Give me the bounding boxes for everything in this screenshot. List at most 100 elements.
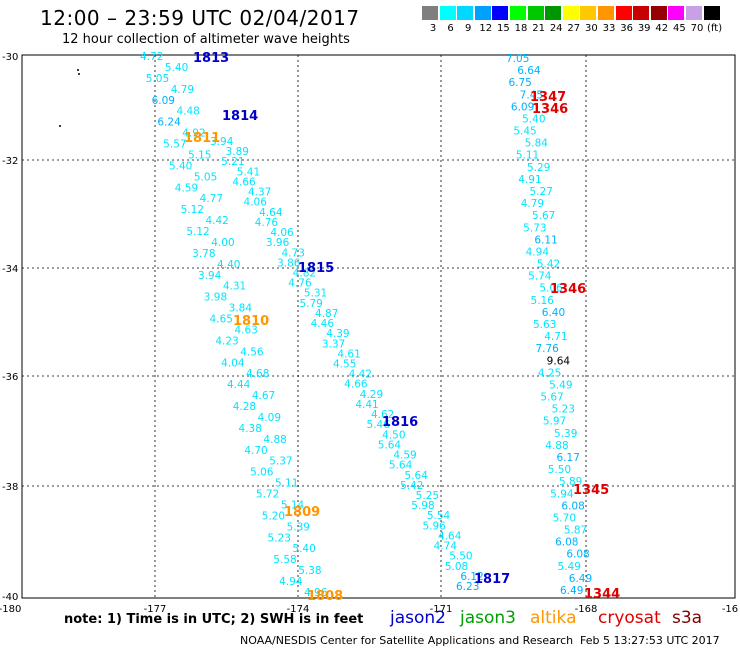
wave-height-value: 4.42: [205, 215, 228, 227]
wave-height-value: 5.42: [537, 259, 560, 271]
wave-height-value: 5.98: [411, 500, 434, 512]
island-marker: [77, 69, 79, 71]
wave-height-value: 4.79: [171, 84, 194, 96]
wave-height-value: 4.31: [223, 281, 246, 293]
scale-label: 12: [479, 23, 493, 34]
wave-height-value: 5.96: [422, 520, 446, 532]
longitude-tick-label: -168: [575, 604, 598, 615]
wave-height-value: 5.27: [530, 186, 553, 198]
wave-height-value: 6.08: [561, 500, 584, 512]
scale-swatch: [668, 6, 685, 20]
wave-height-value: 5.05: [146, 73, 169, 85]
map-title: 12:00 – 23:59 UTC 02/04/2017: [40, 6, 360, 30]
map-frame: [21, 54, 736, 599]
wave-height-value: 5.67: [540, 392, 563, 404]
wave-height-value: 6.49: [569, 573, 592, 585]
wave-height-value: 4.44: [227, 379, 251, 391]
wave-height-value: 4.50: [382, 429, 405, 441]
wave-height-value: 4.68: [246, 368, 269, 380]
wave-height-value: 5.12: [186, 226, 209, 238]
wave-height-value: 5.42: [400, 480, 423, 492]
wave-height-value: 5.38: [298, 565, 321, 577]
wave-height-value: 5.20: [262, 510, 285, 522]
scale-label: 27: [567, 23, 581, 34]
wave-height-value: 5.94: [550, 488, 574, 500]
wave-height-value: 6.49: [560, 585, 583, 597]
latitude-tick-label: -30: [2, 52, 18, 63]
wave-height-value: 6.08: [566, 549, 589, 561]
wave-height-value: 4.59: [393, 450, 416, 462]
wave-height-value: 4.77: [200, 193, 223, 205]
wave-height-value: 4.88: [545, 440, 568, 452]
wave-height-value: 6.11: [534, 234, 557, 246]
wave-height-value: 7.76: [535, 343, 559, 355]
scale-swatch: [633, 6, 650, 20]
pass-number-label: 1810: [233, 314, 269, 329]
wave-height-value: 4.42: [349, 369, 372, 381]
pass-number-label: 1347: [530, 90, 566, 105]
scale-label: 6: [447, 23, 454, 34]
wave-height-value: 5.14: [281, 499, 305, 511]
wave-height-value: 4.74: [434, 541, 458, 553]
scale-swatch: [580, 6, 597, 20]
wave-height-value: 5.41: [237, 166, 260, 178]
wave-height-value: 4.55: [333, 359, 356, 371]
footer-note: note: 1) Time is in UTC; 2) SWH is in fe…: [64, 612, 364, 627]
wave-height-value: 4.76: [255, 217, 279, 229]
wave-height-value: 6.08: [555, 537, 578, 549]
scale-swatch: [422, 6, 438, 20]
wave-height-value: 4.06: [244, 197, 268, 209]
scale-label: 9: [465, 23, 472, 34]
pass-number-label: 1815: [298, 261, 334, 276]
pass-number-label: 1809: [284, 505, 320, 520]
wave-height-value: 4.38: [239, 423, 262, 435]
legend-item-altika: altika: [530, 608, 577, 628]
wave-height-value: 3.96: [266, 237, 290, 249]
wave-height-value: 5.89: [559, 476, 582, 488]
wave-height-value: 5.46: [367, 419, 391, 431]
wave-height-value: 5.23: [552, 404, 575, 416]
pass-number-label: 1346: [550, 282, 586, 297]
wave-height-value: 7.05: [506, 53, 529, 65]
scale-label: 24: [549, 23, 563, 34]
wave-height-value: 5.63: [533, 319, 556, 331]
scale-label: 33: [602, 23, 616, 34]
island-marker: [78, 73, 80, 75]
scale-label: 45: [673, 23, 686, 34]
wave-height-value: 5.37: [269, 456, 292, 468]
scale-label: 30: [585, 23, 598, 34]
wave-height-value: 4.29: [360, 389, 383, 401]
wave-height-value: 5.11: [516, 150, 539, 162]
scale-label: 3: [429, 23, 437, 34]
wave-height-value: 4.23: [215, 335, 238, 347]
scale-label: 21: [532, 23, 545, 34]
scale-swatch: [439, 6, 456, 20]
wave-height-value: 4.79: [521, 198, 544, 210]
pass-number-label: 1811: [184, 131, 220, 146]
latitude-tick-label: -32: [2, 156, 18, 167]
wave-height-value: 4.37: [248, 187, 271, 199]
wave-height-value: 5.05: [194, 171, 217, 183]
scale-swatch: [492, 6, 509, 20]
scale-label: 42: [655, 23, 669, 34]
wave-height-value: 4.66: [344, 379, 368, 391]
scale-label: 36: [620, 23, 633, 34]
wave-height-value: 4.62: [371, 409, 394, 421]
wave-height-value: 4.76: [288, 278, 312, 290]
wave-height-value: 5.84: [525, 138, 549, 150]
wave-height-value: 9.64: [547, 355, 571, 367]
wave-height-value: 4.73: [282, 247, 305, 259]
legend-item-jason3: jason3: [460, 608, 516, 628]
generated-timestamp: Feb 5 13:27:53 UTC 2017: [580, 634, 720, 647]
legend-item-jason2: jason2: [390, 608, 446, 628]
wave-height-value: 4.61: [337, 348, 360, 360]
wave-height-value: 3.84: [229, 303, 253, 315]
wave-height-value: 5.64: [378, 439, 402, 451]
wave-height-value: 5.57: [163, 139, 186, 151]
wave-height-value: 5.54: [427, 510, 451, 522]
pass-number-label: 1814: [222, 109, 258, 124]
wave-height-value: 5.06: [539, 283, 563, 295]
wave-height-value: 5.23: [268, 532, 291, 544]
longitude-tick-label: -174: [287, 604, 310, 615]
